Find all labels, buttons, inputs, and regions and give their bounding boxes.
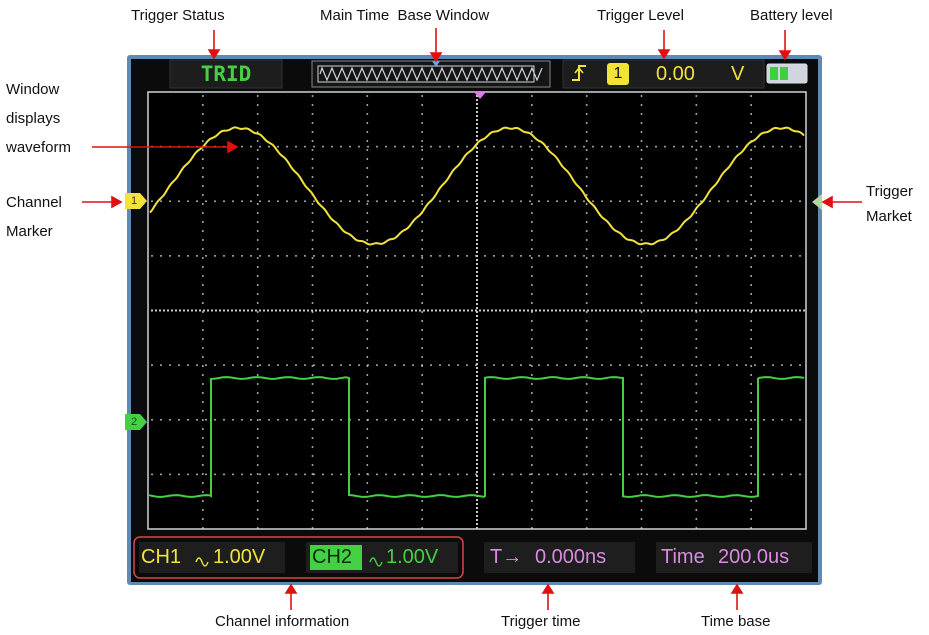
- channel1-waveform: [149, 126, 805, 246]
- callout-main-time-base-window: Main Time Base Window: [320, 7, 490, 24]
- channel1-marker-label: 1: [130, 195, 138, 207]
- time-base-label: Time: [661, 546, 705, 568]
- callout-channel-marker-line2: Marker: [6, 223, 53, 240]
- callout-channel-information: Channel information: [215, 613, 350, 630]
- callout-trigger-status: Trigger Status: [131, 7, 225, 24]
- trigger-time-value: 0.000ns: [535, 546, 607, 568]
- trigger-time-box: [484, 542, 635, 573]
- ch2-scale: 1.00V: [386, 546, 439, 568]
- trigger-position-marker: [474, 92, 486, 99]
- channel2-marker-label: 2: [130, 416, 138, 428]
- trigger-source-badge: [607, 63, 629, 85]
- trigger-source-text: 1: [613, 65, 623, 82]
- time-base-preview-wave: [319, 66, 543, 82]
- callout-time-base: Time base: [701, 613, 771, 630]
- ch1-label: CH1: [141, 546, 182, 568]
- ch2-label: CH2: [312, 546, 353, 568]
- time-base-value: 200.0us: [718, 546, 790, 568]
- callout-trigger-market-line1: Trigger: [866, 183, 913, 200]
- time-base-viewport: [317, 65, 535, 83]
- callout-trigger-level: Trigger Level: [597, 7, 684, 24]
- ch2-label-badge: [310, 545, 362, 570]
- trigger-level-box: [562, 59, 765, 89]
- trigger-status-text: TRID: [200, 62, 252, 86]
- graticule-grid: [151, 95, 805, 529]
- channel-information-frame: [133, 536, 464, 579]
- trigger-time-label: T→: [490, 546, 523, 568]
- callout-window-line2: displays: [6, 110, 61, 127]
- time-base-box: [656, 542, 812, 573]
- main-time-base-window: [311, 60, 551, 88]
- callout-arrows: [82, 28, 862, 610]
- channel1-marker: [125, 193, 147, 209]
- callout-window-line1: Window: [6, 81, 60, 98]
- time-base-position-marker: [432, 61, 440, 67]
- ch1-scale: 1.00V: [213, 546, 266, 568]
- trigger-status-box: [169, 59, 283, 89]
- trigger-level-value: 0.00: [656, 62, 695, 85]
- channel2-marker: [125, 414, 147, 430]
- channel2-waveform: [149, 376, 805, 498]
- callout-channel-marker-line1: Channel: [6, 194, 62, 211]
- trigger-level-marker: [812, 194, 822, 210]
- ch1-info-box: [139, 542, 285, 573]
- callout-trigger-time: Trigger time: [501, 613, 581, 630]
- rising-edge-icon: [572, 65, 586, 81]
- trigger-level-unit: V: [731, 62, 745, 85]
- ch1-coupling-icon: [195, 557, 209, 567]
- callout-trigger-market-line2: Market: [866, 208, 912, 225]
- callout-window-line3: waveform: [6, 139, 72, 156]
- ch2-coupling-icon: [369, 557, 383, 567]
- callout-battery-level: Battery level: [750, 7, 833, 24]
